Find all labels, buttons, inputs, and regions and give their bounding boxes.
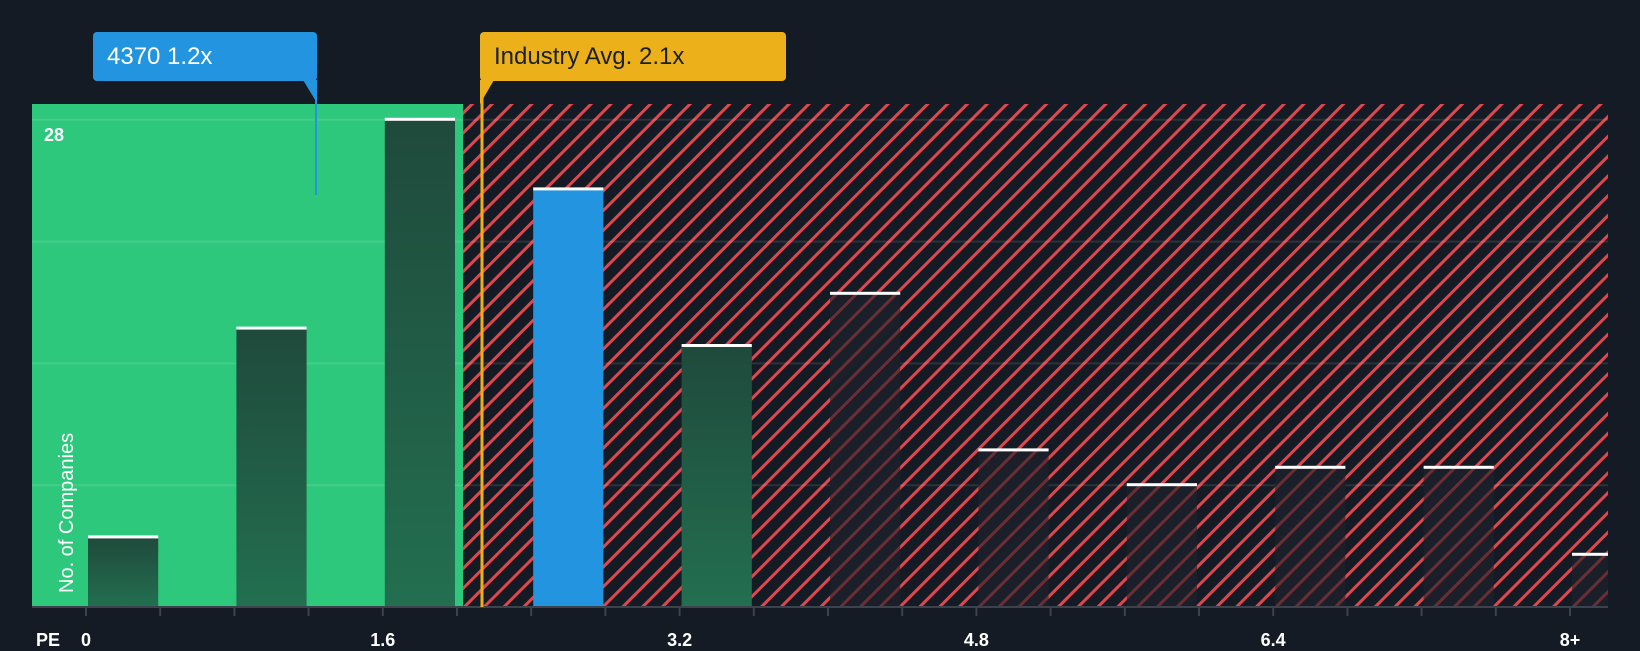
histogram-bar	[830, 293, 901, 607]
industry-avg-label: Industry Avg. 2.1x	[480, 32, 786, 81]
company-pe-label: 4370 1.2x	[93, 32, 317, 81]
x-tick-label: 3.2	[667, 630, 693, 650]
industry-label-pointer	[480, 80, 494, 104]
histogram-bar	[384, 119, 455, 608]
y-axis-label: No. of Companies	[56, 432, 78, 593]
x-tick-label: 8+	[1559, 630, 1581, 650]
bar-top-marker	[533, 187, 604, 191]
company-label-pointer	[303, 80, 317, 103]
bar-top-marker	[384, 117, 455, 121]
histogram-bar	[978, 450, 1049, 607]
histogram-bar	[1572, 554, 1608, 607]
histogram-bar	[533, 189, 604, 607]
x-tick-label: 6.4	[1260, 630, 1286, 650]
x-axis-label: PE	[36, 630, 61, 650]
histogram-bar	[681, 346, 752, 607]
histogram-bar	[88, 537, 159, 607]
bar-top-marker	[236, 326, 307, 330]
histogram-bar	[236, 328, 307, 607]
y-tick-28: 28	[44, 125, 65, 145]
bar-top-marker	[978, 448, 1049, 452]
histogram-bar	[1423, 467, 1494, 607]
x-axis-ticks	[85, 607, 1571, 616]
histogram-bar	[1126, 485, 1197, 607]
bar-top-marker	[1275, 465, 1346, 469]
bar-top-marker	[1126, 483, 1197, 487]
histogram-bars	[88, 117, 1608, 608]
bar-top-marker	[681, 344, 752, 347]
bar-top-marker	[1423, 465, 1494, 469]
bar-top-marker	[830, 291, 901, 295]
x-tick-label: 4.8	[963, 630, 989, 650]
x-tick-label: 0	[80, 630, 92, 650]
bar-top-marker	[1572, 552, 1608, 556]
x-tick-label: 1.6	[370, 630, 396, 650]
bar-top-marker	[88, 535, 159, 539]
histogram-bar	[1275, 467, 1346, 607]
